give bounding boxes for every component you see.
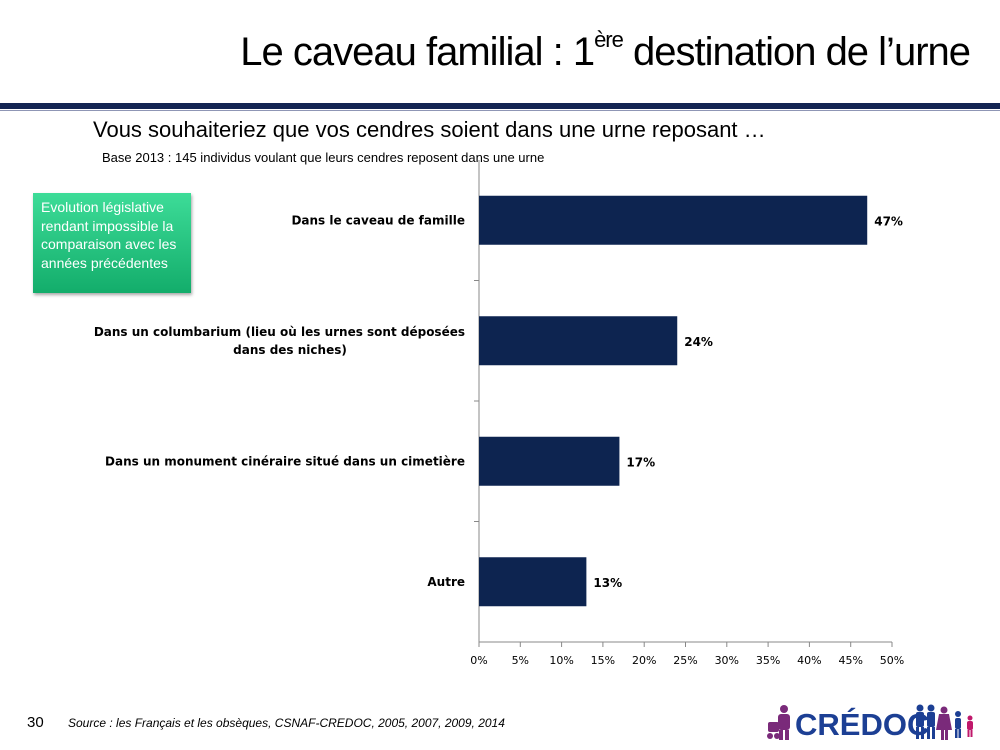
x-tick-label: 30%	[715, 654, 739, 667]
x-tick-label: 40%	[797, 654, 821, 667]
family-icon-left	[767, 705, 790, 740]
category-label: dans des niches)	[233, 343, 347, 357]
logo-text: CRÉDOC	[795, 707, 929, 742]
x-tick-label: 25%	[673, 654, 697, 667]
title-rest: destination de l’urne	[622, 30, 971, 74]
survey-question: Vous souhaiteriez que vos cendres soient…	[93, 117, 766, 142]
title-main: Le caveau familial : 1	[240, 30, 595, 74]
data-label: 17%	[626, 455, 655, 469]
page-title: Le caveau familial : 1ère destination de…	[240, 27, 971, 75]
x-tick-label: 10%	[549, 654, 573, 667]
bar-chart: 0% 5% 10% 15% 20% 25% 30% 35% 40% 45% 50% 47% Dans l…	[94, 160, 904, 667]
bar	[479, 316, 678, 366]
x-tick-label: 35%	[756, 654, 780, 667]
bar	[479, 195, 868, 245]
x-tick-label: 20%	[632, 654, 656, 667]
data-label: 24%	[684, 335, 713, 349]
legislative-callout: Evolution législative rendant impossible…	[33, 193, 191, 293]
source-note: Source : les Français et les obsèques, C…	[68, 716, 505, 730]
base-note: Base 2013 : 145 individus voulant que le…	[102, 150, 545, 165]
category-label: Dans un columbarium (lieu où les urnes s…	[94, 325, 465, 339]
x-tick-label: 45%	[838, 654, 862, 667]
title-superscript: ère	[594, 27, 624, 52]
category-label: Dans le caveau de famille	[291, 213, 465, 227]
bar	[479, 557, 587, 607]
header-rule	[0, 103, 1000, 109]
header-rule-thin	[0, 110, 1000, 111]
x-tick-label: 0%	[470, 654, 487, 667]
x-tick-label: 50%	[880, 654, 904, 667]
bar	[479, 436, 620, 486]
category-label: Dans un monument cinéraire situé dans un…	[105, 454, 465, 468]
data-label: 47%	[874, 214, 903, 228]
x-tick-label: 15%	[591, 654, 615, 667]
x-tick-label: 5%	[512, 654, 529, 667]
page-number: 30	[27, 714, 44, 731]
category-label: Autre	[427, 575, 465, 589]
credoc-logo: CRÉDOC	[767, 704, 973, 742]
data-label: 13%	[593, 576, 622, 590]
family-icon-right	[916, 704, 973, 740]
